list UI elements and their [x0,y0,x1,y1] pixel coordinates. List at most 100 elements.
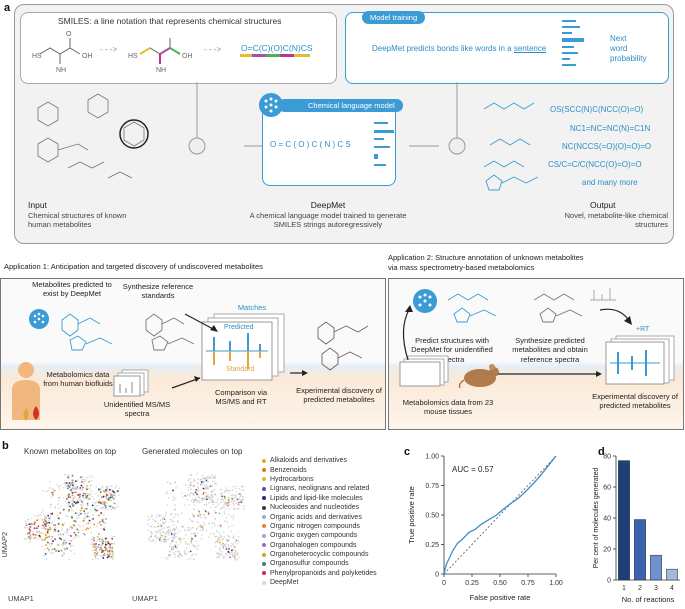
generated-point [172,537,175,540]
deepmet-point [193,504,196,506]
deepmet-point [113,556,116,559]
deepmet-point [208,496,211,499]
umap-plot2-title: Generated molecules on top [142,447,243,456]
deepmet-point [117,505,120,508]
deepmet-point [66,505,69,507]
deepmet-point [48,542,51,545]
known-point [79,486,82,489]
deepmet-point [177,550,179,553]
deepmet-point [100,540,102,543]
deepmet-point [41,489,44,492]
deepmet-point [195,472,198,475]
deepmet-point [68,474,70,477]
generated-point [214,482,216,485]
known-point [197,515,200,517]
known-point [46,536,49,539]
deepmet-point [97,505,99,507]
known-point [110,542,113,545]
known-point [86,485,89,487]
known-point [32,533,35,536]
known-point [72,500,75,503]
known-point [92,539,95,542]
svg-text:HS: HS [32,53,42,60]
known-point [79,476,82,478]
known-point [85,507,88,510]
known-point [62,508,65,511]
known-point [105,518,107,520]
generated-point [189,518,191,520]
deepmet-point [81,478,83,480]
known-point [52,540,54,543]
known-point [99,491,102,493]
deepmet-point [32,537,35,540]
smiles-title: SMILES: a line notation that represents … [58,16,282,26]
known-point [99,502,102,505]
generated-point [241,485,244,488]
deepmet-point [169,545,171,548]
deepmet-point [220,535,223,538]
known-point [59,537,61,540]
deepmet-point [193,492,196,494]
svg-text:- - ->: - - -> [204,45,221,54]
deepmet-point [203,508,205,511]
deepmet-point [159,529,162,532]
deepmet-point [78,500,81,503]
generated-point [204,497,207,499]
known-point [101,496,103,499]
generated-point [216,552,219,555]
generated-point [157,522,159,525]
output-title: Output [590,200,616,210]
deepmet-point [213,509,216,512]
generated-point [239,495,242,498]
deepmet-point [190,542,193,545]
model-training-box [345,12,669,84]
deepmet-point [88,494,91,497]
deepmet-point [196,548,199,550]
known-point [103,553,106,555]
generated-point [223,506,225,508]
deepmet-point [195,545,197,548]
known-point [51,493,54,496]
known-point [172,546,175,549]
deepmet-point [85,523,87,525]
deepmet-point [66,502,68,505]
app1-metabolomics: Metabolomics data from human biofluids [43,370,113,389]
generated-point [220,498,223,501]
x-tick-label: 1.00 [549,580,563,587]
deepmet-point [212,503,214,506]
deepmet-point [166,558,169,561]
deepmet-point [225,516,228,519]
generated-point [223,543,225,546]
generated-point [155,516,158,518]
deepmet-point [76,487,79,490]
deepmet-point [77,523,80,526]
deepmet-point [30,535,33,538]
deepmet-point [106,508,109,511]
deepmet-point [50,496,53,498]
app2-metabolomics: Metabolomics data from 23 mouse tissues [402,398,494,417]
known-point [104,501,106,504]
deepmet-point [97,494,100,497]
legend-item: DeepMet [262,578,377,587]
smiles-molecules-drawing: HS OH O NH HS OH NH - - -> - - -> [32,31,310,74]
deepmet-point [62,544,65,547]
deepmet-point [147,516,149,518]
deepmet-point [83,516,86,518]
app1-experimental: Experimental discovery of predicted meta… [296,386,382,405]
deepmet-point [44,490,47,493]
deepmet-point [83,497,85,500]
deepmet-point [172,551,175,554]
generated-point [197,513,200,515]
deepmet-point [58,486,60,488]
deepmet-point [89,526,92,529]
deepmet-point [232,517,234,520]
deepmet-point [236,485,238,487]
deepmet-point [164,520,167,523]
known-point [107,540,109,543]
deepmet-point [188,543,190,545]
deepmet-point [91,543,94,546]
deepmet-point [89,485,92,488]
legend-label: Nucleosides and nucleotides [270,504,360,512]
deepmet-point [52,488,55,491]
known-point [73,501,76,503]
